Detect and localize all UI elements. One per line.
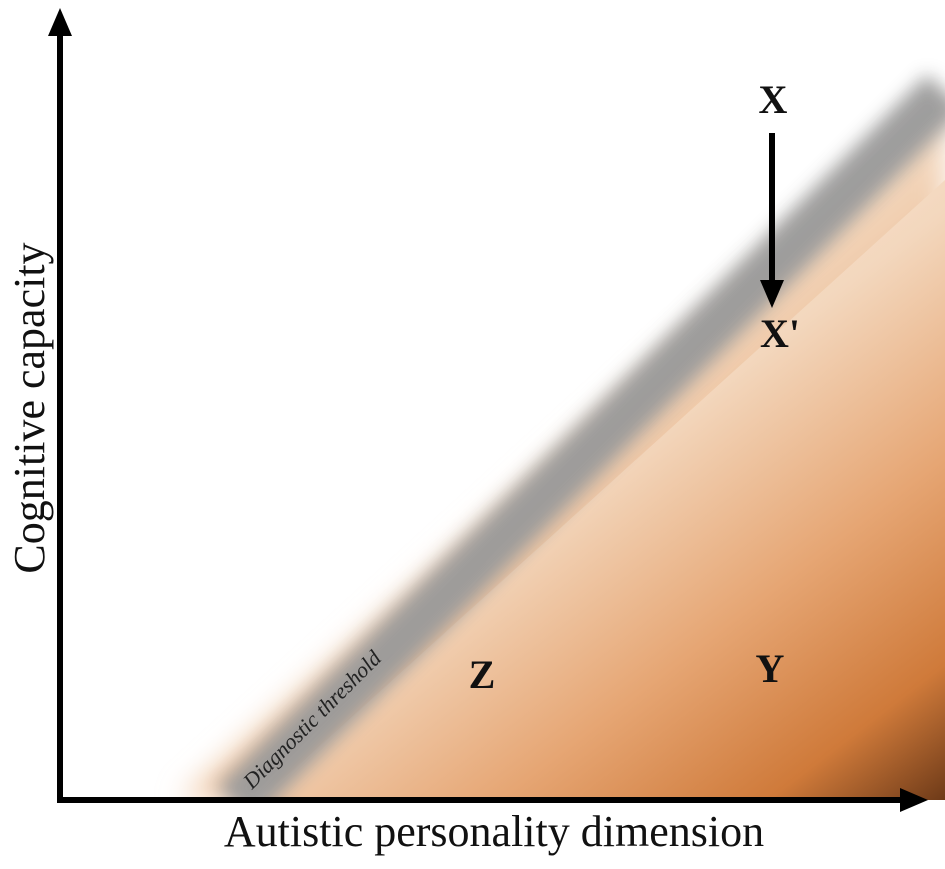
point-y-label: Y — [756, 646, 785, 691]
point-x-prime-label: X' — [760, 311, 800, 356]
point-x-label: X — [759, 77, 788, 122]
x-axis — [57, 788, 928, 812]
y-axis — [48, 8, 72, 800]
shift-arrow — [760, 133, 784, 308]
diagnostic-threshold-band — [217, 74, 945, 800]
x-axis-label: Autistic personality dimension — [224, 807, 764, 856]
point-z-label: Z — [469, 652, 496, 697]
y-axis-label: Cognitive capacity — [5, 242, 54, 573]
